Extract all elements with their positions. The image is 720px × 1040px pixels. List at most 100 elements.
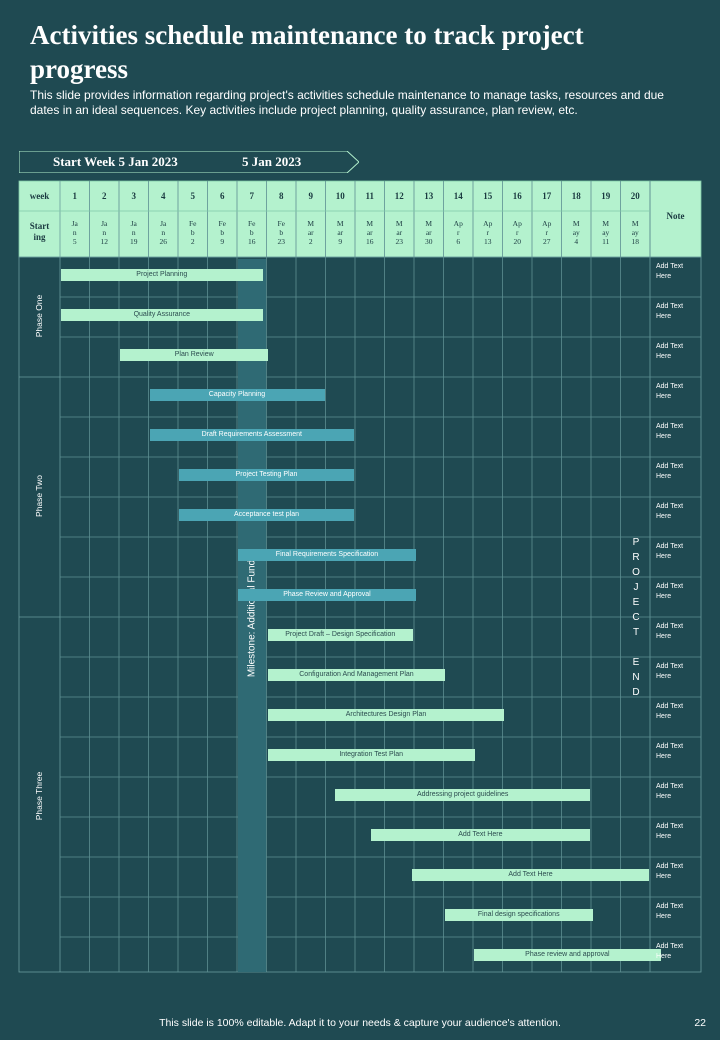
header-date: Ap r 13 (473, 219, 503, 246)
note-cell: Add Text Here (656, 623, 684, 640)
project-end-letter: R (632, 552, 640, 563)
header-date-part: 2 (308, 237, 313, 246)
ribbon-date-label: 5 Jan 2023 (242, 154, 302, 169)
header-date-part: 6 (456, 237, 461, 246)
note-cell: Add Text Here (656, 823, 684, 840)
header-date: Ap r 27 (532, 219, 562, 246)
header-date-part: Fe (248, 219, 256, 228)
task-bar: Configuration And Management Plan (267, 669, 446, 681)
header-date-part: M (395, 219, 403, 228)
header-date-part: 20 (513, 237, 522, 246)
header-week-number: 19 (601, 191, 611, 201)
header-week-number: 18 (571, 191, 581, 201)
note-cell: Add Text Here (656, 543, 684, 560)
header-date-part: M (366, 219, 374, 228)
header-date-part: 5 (72, 237, 77, 246)
note-cell: Add Text Here (656, 903, 684, 920)
header-date-part: ar (425, 228, 432, 237)
header-date-part: ay (572, 228, 580, 237)
header-date-part: Fe (189, 219, 197, 228)
page-number: 22 (694, 1017, 706, 1029)
note-cell: Add Text Here (656, 343, 684, 360)
header-date-part: ay (602, 228, 610, 237)
task-bar: Final Requirements Specification (238, 549, 416, 561)
project-end-letter: P (632, 537, 640, 548)
header-date-part: M (336, 219, 344, 228)
project-end-letter: T (632, 627, 640, 638)
header-date-part: 16 (366, 237, 374, 246)
header-date-part: M (631, 219, 639, 228)
header-date-part: 23 (277, 237, 286, 246)
project-end-letter: C (632, 612, 640, 623)
header-note-label: Note (666, 211, 685, 221)
task-bar: Plan Review (120, 349, 269, 361)
project-end-letter: D (632, 687, 640, 698)
header-week-number: 1 (72, 191, 78, 201)
header-date-part: 13 (484, 237, 492, 246)
task-bar: Addressing project guidelines (335, 789, 590, 801)
header-date-part: 9 (220, 237, 225, 246)
header-week-number: 13 (424, 191, 434, 201)
header-date-part: 30 (425, 237, 433, 246)
header-starting-label: Start ing (29, 221, 50, 242)
header-date-part: ar (307, 228, 314, 237)
header-date: Ja n 19 (119, 219, 149, 246)
header-week-number: 15 (483, 191, 493, 201)
header-week-label: week (29, 191, 50, 201)
header-week-number: 8 (279, 191, 284, 201)
header-date-part: Ja (71, 219, 78, 228)
note-cell: Add Text Here (656, 263, 684, 280)
page-subtitle: This slide provides information regardin… (30, 88, 664, 117)
milestone-label: Milestone: Additional Funds (246, 554, 258, 677)
note-cell: Add Text Here (656, 383, 684, 400)
note-cell: Add Text Here (656, 503, 684, 520)
header-date-part: ar (337, 228, 344, 237)
header-week-number: 12 (394, 191, 404, 201)
task-bar: Draft Requirements Assessment (149, 429, 354, 441)
note-cell: Add Text Here (656, 863, 684, 880)
header-week-number: 16 (512, 191, 522, 201)
header-date-part: r (545, 228, 549, 237)
header-date: Ap r 6 (444, 219, 474, 246)
footer-text: This slide is 100% editable. Adapt it to… (159, 1017, 561, 1029)
note-cell: Add Text Here (656, 463, 684, 480)
note-cell: Add Text Here (656, 423, 684, 440)
header-week-number: 11 (365, 191, 374, 201)
task-bar: Final design specifications (444, 909, 593, 921)
task-bar: Add Text Here (412, 869, 649, 881)
header-date: Ja n 5 (60, 219, 90, 246)
header-date-part: r (516, 228, 519, 237)
task-bar: Project Planning (61, 269, 263, 281)
header-date-part: 2 (190, 237, 195, 246)
header-week-number: 2 (102, 191, 107, 201)
phase-label: Phase One (34, 294, 44, 338)
ribbon-start-label: Start Week 5 Jan 2023 (53, 154, 178, 169)
header-date-part: Fe (277, 219, 286, 228)
project-end-letter: N (632, 672, 640, 683)
header-date-part: 23 (395, 237, 404, 246)
ribbon-arrow-shape (19, 151, 359, 173)
header-date-part: M (425, 219, 433, 228)
header-date-part: 19 (130, 237, 138, 246)
header-date-part: 18 (631, 237, 640, 246)
header-date-part: Ap (512, 219, 522, 228)
task-bar: Architectures Design Plan (267, 709, 505, 721)
task-bar: Quality Assurance (61, 309, 263, 321)
header-date-part: 26 (159, 237, 168, 246)
header-band (18, 180, 702, 258)
header-date-part: Ap (542, 219, 552, 228)
header-date-part: 9 (338, 237, 343, 246)
header-date-part: 4 (574, 237, 579, 246)
header-week-number: 9 (308, 191, 314, 201)
header-date-part: b (279, 228, 284, 237)
note-cell: Add Text Here (656, 783, 684, 800)
header-date-part: Ap (483, 219, 493, 228)
header-week-number: 5 (190, 191, 196, 201)
header-date-part: Fe (218, 219, 227, 228)
header-week-number: 17 (542, 191, 552, 201)
header-date-part: ar (396, 228, 403, 237)
